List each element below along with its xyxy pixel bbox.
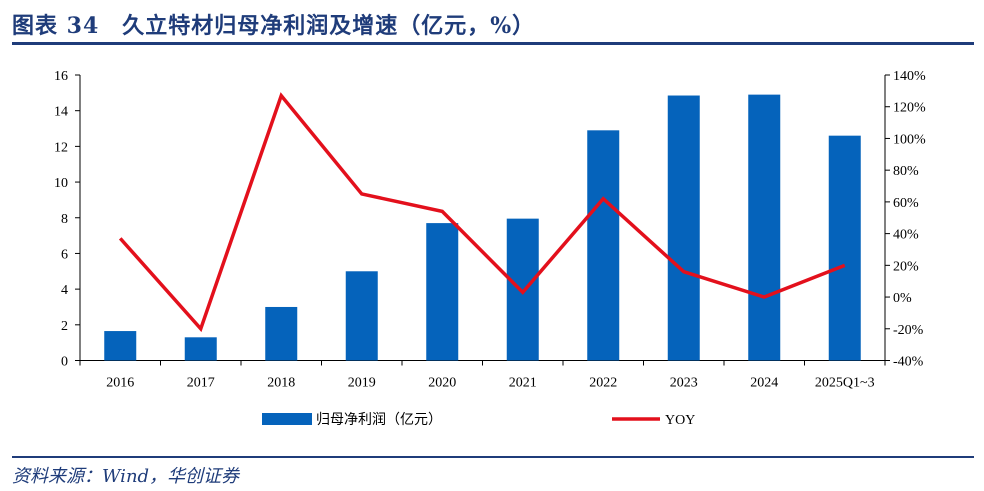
title-rule	[12, 42, 974, 45]
right-tick-label: -40%	[893, 355, 924, 370]
right-tick-label: -20%	[893, 323, 924, 338]
right-tick-label: 60%	[893, 196, 919, 211]
left-tick-label: 2	[61, 319, 68, 334]
left-tick-label: 10	[54, 176, 68, 191]
yoy-line	[118, 92, 846, 333]
right-tick-label: 80%	[893, 164, 919, 179]
chart-title: 图表 34 久立特材归母净利润及增速（亿元，%）	[12, 13, 536, 39]
x-tick-label: 2023	[670, 376, 698, 391]
bar-2021	[506, 218, 539, 361]
x-tick-label: 2020	[428, 376, 456, 391]
left-tick-label: 16	[54, 69, 68, 84]
x-tick-label: 2024	[750, 376, 778, 391]
x-tick-label: 2025Q1~3	[815, 376, 875, 391]
bar-2019	[345, 271, 378, 361]
source-note: 资料来源：Wind，华创证券	[12, 466, 240, 487]
right-tick-label: 0%	[893, 291, 912, 306]
bar-2023	[667, 95, 700, 361]
left-tick-label: 14	[54, 105, 68, 120]
bar-2020	[426, 223, 459, 361]
bar-2017	[184, 337, 217, 361]
bar-2018	[265, 306, 298, 361]
left-tick-label: 6	[61, 247, 68, 262]
footer-rule	[12, 456, 974, 458]
x-tick-label: 2021	[509, 376, 537, 391]
right-tick-label: 140%	[893, 69, 926, 84]
right-tick-label: 100%	[893, 132, 926, 147]
right-tick-label: 120%	[893, 101, 926, 116]
right-tick-label: 20%	[893, 259, 919, 274]
x-tick-label: 2016	[106, 376, 134, 391]
x-tick-label: 2022	[589, 376, 617, 391]
legend-bar-swatch	[262, 413, 312, 425]
left-tick-label: 12	[54, 140, 68, 155]
left-tick-label: 4	[61, 283, 68, 298]
right-tick-label: 40%	[893, 228, 919, 243]
x-tick-label: 2019	[348, 376, 376, 391]
legend-line-label: YOY	[665, 413, 695, 428]
legend-bar-label: 归母净利润（亿元）	[316, 411, 442, 428]
x-tick-label: 2017	[187, 376, 215, 391]
bar-2025Q1~3	[828, 135, 861, 361]
bar-2024	[748, 94, 781, 361]
bar-2022	[587, 130, 620, 361]
left-tick-label: 0	[61, 355, 68, 370]
x-tick-label: 2018	[267, 376, 295, 391]
bar-2016	[104, 331, 137, 361]
left-tick-label: 8	[61, 212, 68, 227]
